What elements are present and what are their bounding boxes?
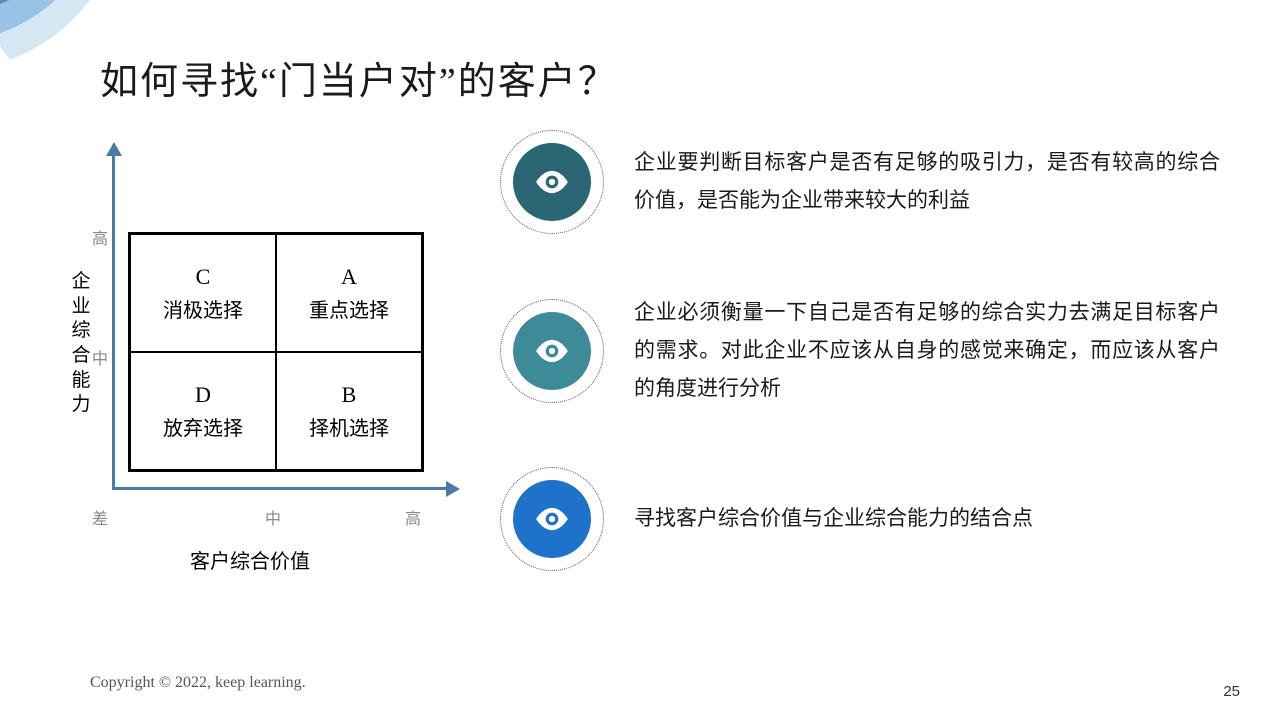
y-tick: 中 xyxy=(92,345,108,369)
cell-text: 放弃选择 xyxy=(163,413,243,445)
eye-icon-circle xyxy=(513,312,591,390)
y-axis-label: 企业综合能力 xyxy=(70,270,92,418)
cell-letter: C xyxy=(196,259,211,294)
bullet-list: 企业要判断目标客户是否有足够的吸引力，是否有较高的综合价值，是否能为企业带来较大… xyxy=(500,130,1220,631)
cell-text: 择机选择 xyxy=(309,413,389,445)
matrix-chart: 企业综合能力 客户综合价值 高中差中高 C 消极选择 A 重点选择 D 放弃选择… xyxy=(70,150,450,570)
bullet-text: 企业要判断目标客户是否有足够的吸引力，是否有较高的综合价值，是否能为企业带来较大… xyxy=(634,144,1220,220)
eye-icon xyxy=(533,332,571,370)
cell-d: D 放弃选择 xyxy=(130,352,276,470)
cell-b: B 择机选择 xyxy=(276,352,422,470)
x-tick: 中 xyxy=(265,505,281,529)
copyright: Copyright © 2022, keep learning. xyxy=(90,674,306,692)
bullet-item: 寻找客户综合价值与企业综合能力的结合点 xyxy=(500,467,1220,571)
eye-icon-circle xyxy=(513,143,591,221)
bullet-item: 企业必须衡量一下自己是否有足够的综合实力去满足目标客户的需求。对此企业不应该从自… xyxy=(500,294,1220,407)
x-tick: 高 xyxy=(405,505,421,529)
x-axis xyxy=(112,487,452,490)
icon-ring xyxy=(500,299,604,403)
page-title: 如何寻找“门当户对”的客户？ xyxy=(100,50,618,105)
eye-icon xyxy=(533,500,571,538)
cell-letter: B xyxy=(342,377,357,412)
cell-a: A 重点选择 xyxy=(276,234,422,352)
page-number: 25 xyxy=(1223,683,1240,700)
bullet-text: 寻找客户综合价值与企业综合能力的结合点 xyxy=(634,500,1220,538)
eye-icon-circle xyxy=(513,480,591,558)
cell-letter: A xyxy=(341,259,357,294)
icon-ring xyxy=(500,130,604,234)
icon-ring xyxy=(500,467,604,571)
eye-icon xyxy=(533,163,571,201)
bullet-item: 企业要判断目标客户是否有足够的吸引力，是否有较高的综合价值，是否能为企业带来较大… xyxy=(500,130,1220,234)
x-axis-label: 客户综合价值 xyxy=(190,545,310,574)
x-axis-arrow xyxy=(446,481,460,497)
cell-text: 消极选择 xyxy=(163,295,243,327)
y-tick: 差 xyxy=(92,505,108,529)
y-tick: 高 xyxy=(92,225,108,249)
matrix-grid: C 消极选择 A 重点选择 D 放弃选择 B 择机选择 xyxy=(128,232,424,472)
bullet-text: 企业必须衡量一下自己是否有足够的综合实力去满足目标客户的需求。对此企业不应该从自… xyxy=(634,294,1220,407)
cell-c: C 消极选择 xyxy=(130,234,276,352)
cell-letter: D xyxy=(195,377,211,412)
y-axis xyxy=(112,150,115,490)
cell-text: 重点选择 xyxy=(309,295,389,327)
